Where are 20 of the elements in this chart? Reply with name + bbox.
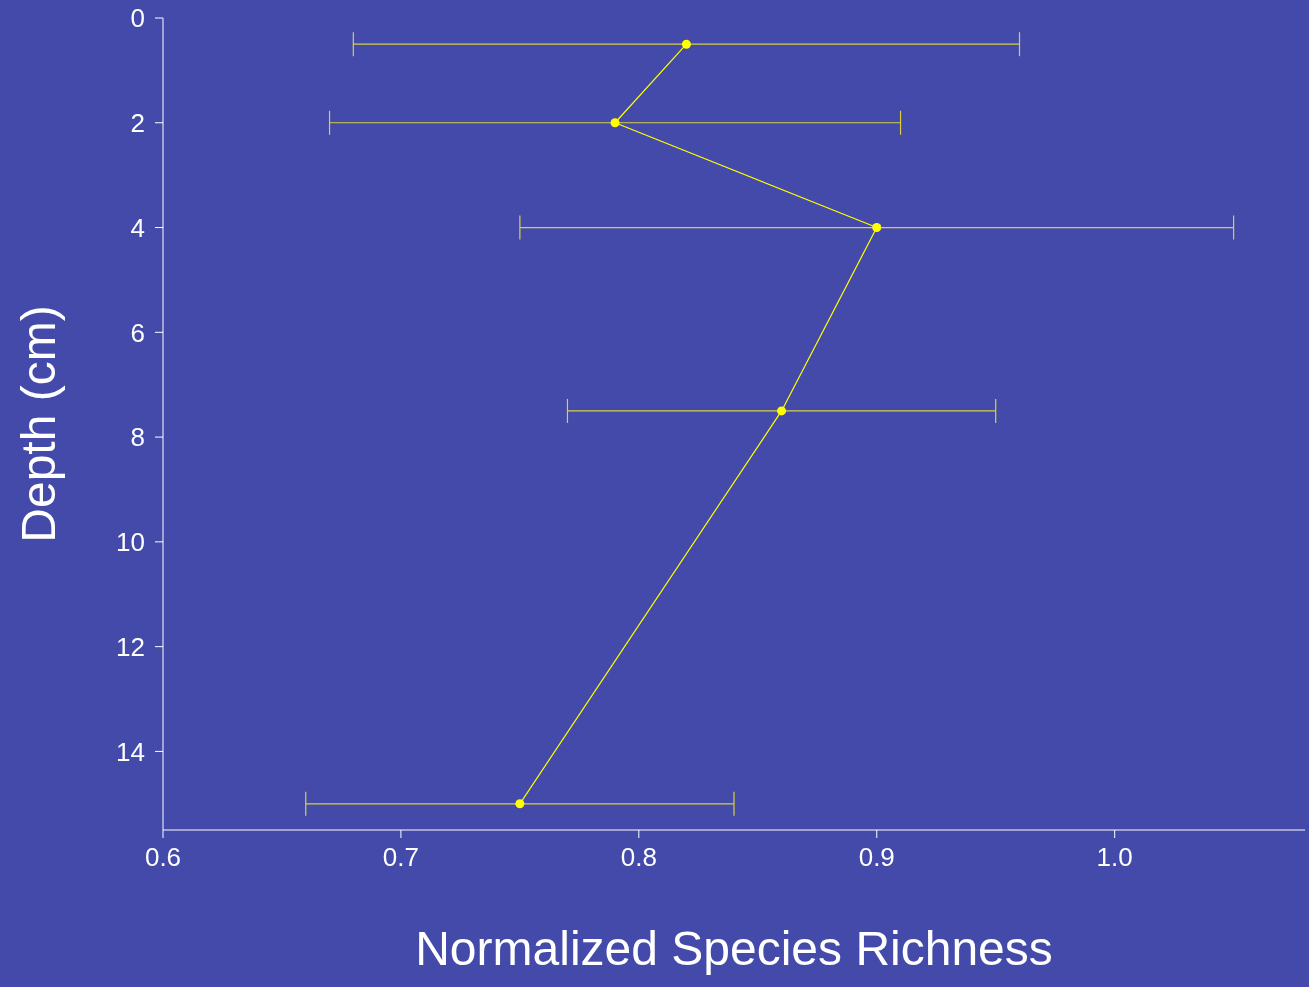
y-tick-label: 4 xyxy=(130,212,145,243)
x-tick-label: 0.9 xyxy=(858,842,895,873)
x-tick-label: 0.6 xyxy=(144,842,182,873)
x-axis-title: Normalized Species Richness xyxy=(415,922,1053,975)
x-tick-label: 0.8 xyxy=(620,842,657,873)
x-tick-label: 0.7 xyxy=(382,842,419,873)
x-tick-label: 1.0 xyxy=(1096,842,1133,873)
y-tick-label: 2 xyxy=(130,108,145,138)
y-tick-label: 8 xyxy=(130,422,145,453)
y-tick-label: 0 xyxy=(130,3,145,34)
point xyxy=(777,406,787,416)
point xyxy=(515,799,525,809)
point xyxy=(681,39,691,49)
y-axis-title: Depth (cm) xyxy=(12,305,66,543)
y-tick-label: 12 xyxy=(116,631,145,662)
point xyxy=(872,223,882,233)
point xyxy=(610,118,620,128)
y-tick-label: 6 xyxy=(130,317,145,348)
y-tick-label: 10 xyxy=(116,527,145,558)
y-tick-label: 14 xyxy=(116,736,145,767)
